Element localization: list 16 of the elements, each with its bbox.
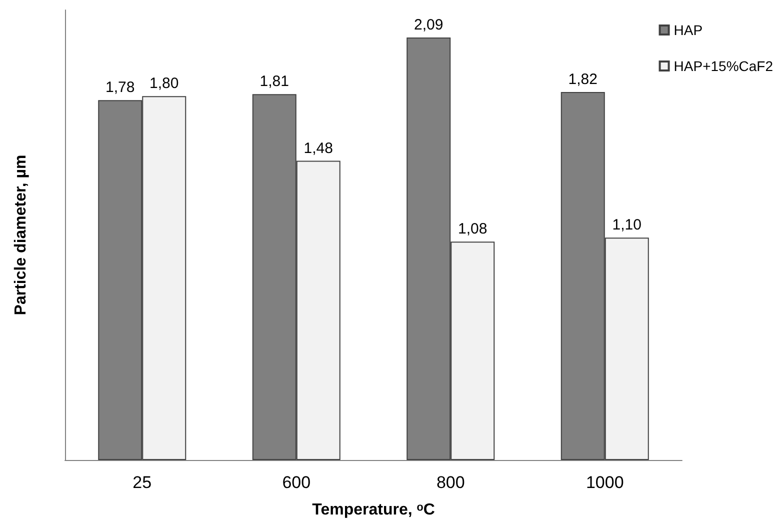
x-tick-label: 800 — [436, 473, 465, 492]
x-axis-title: Temperature, ᵒC — [312, 502, 436, 518]
data-label: 1,78 — [106, 79, 135, 96]
data-label: 1,81 — [260, 73, 289, 90]
data-label: 2,09 — [414, 16, 444, 34]
x-tick-label: 600 — [282, 473, 311, 492]
x-tick-label: 1000 — [586, 473, 624, 492]
data-label: 1,10 — [612, 216, 642, 234]
data-label: 1,08 — [458, 220, 488, 238]
data-label: 1,48 — [304, 140, 333, 157]
legend-label: HAP — [674, 22, 703, 38]
data-label: 1,82 — [568, 71, 598, 88]
data-label: 1,80 — [150, 75, 179, 92]
x-tick-label: 25 — [132, 473, 152, 492]
y-axis-title: Particle diameter, µm — [12, 154, 30, 316]
legend-label: HAP+15%CaF2 — [674, 58, 774, 74]
